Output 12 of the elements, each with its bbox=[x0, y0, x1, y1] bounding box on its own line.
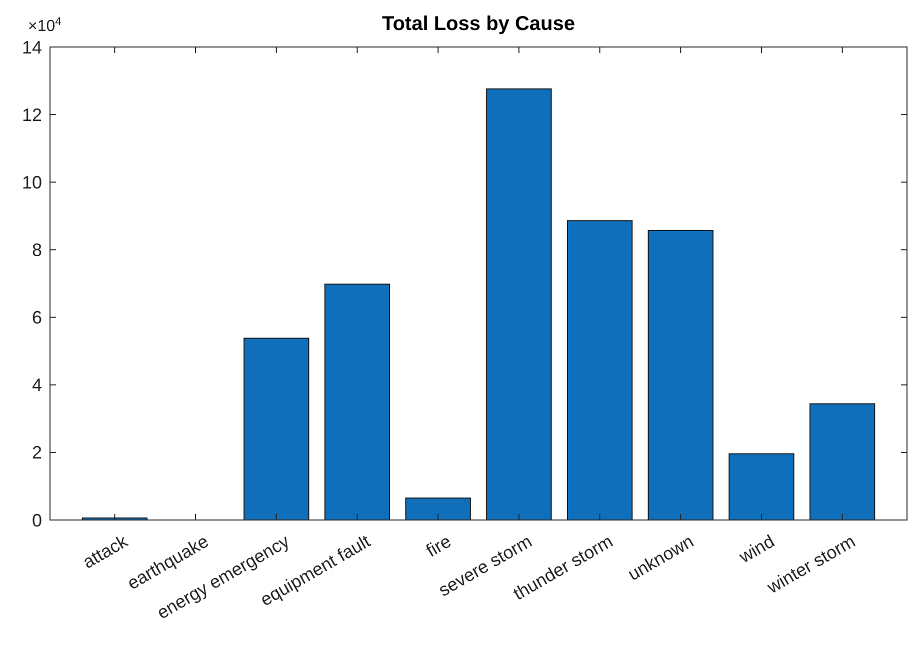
y-tick-label: 14 bbox=[22, 37, 42, 58]
chart-title: Total Loss by Cause bbox=[382, 13, 576, 35]
text: ×10$^{4}$ bbox=[28, 16, 62, 35]
y-tick-label: 2 bbox=[32, 442, 42, 463]
y-tick-label: 10 bbox=[22, 172, 42, 192]
y-tick-label: 12 bbox=[22, 104, 42, 125]
x-tick-label: wind bbox=[734, 531, 778, 568]
y-tick-label: 4 bbox=[32, 375, 42, 396]
y-tick-label: 0 bbox=[32, 510, 42, 530]
y-tick-label: 8 bbox=[32, 240, 42, 260]
y-tick-label: 6 bbox=[32, 308, 42, 328]
x-tick-label: fire bbox=[422, 531, 454, 561]
